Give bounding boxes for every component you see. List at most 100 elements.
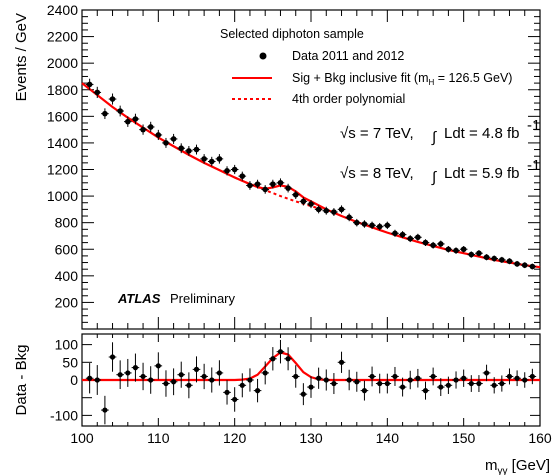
residual-point: [400, 384, 406, 390]
residual-point: [277, 349, 284, 355]
svg-text:∫: ∫: [431, 169, 438, 186]
x-tick-label: 160: [528, 430, 552, 446]
residual-point: [461, 375, 467, 381]
residual-point: [483, 370, 490, 376]
residual-point: [232, 396, 238, 403]
residual-point: [476, 380, 482, 387]
residual-point: [132, 365, 139, 371]
atlas-label: ATLAS: [117, 291, 161, 306]
data-point: [338, 206, 345, 213]
data-point: [285, 185, 291, 191]
data-point: [529, 263, 536, 270]
data-point: [476, 250, 482, 257]
residual-point: [430, 373, 436, 380]
main-y-tick-label: 1200: [47, 162, 78, 178]
main-ylabel: Events / GeV: [13, 13, 30, 101]
svg-text:∫: ∫: [431, 129, 438, 146]
legend-fit-label: Sig + Bkg inclusive fit (mH = 126.5 GeV): [292, 71, 512, 87]
legend-poly-label: 4th order polynomial: [292, 92, 405, 106]
data-point: [292, 191, 299, 198]
svg-text:-1: -1: [527, 157, 540, 174]
legend-data-label: Data 2011 and 2012: [292, 49, 404, 63]
data-point: [186, 148, 192, 154]
residual-point: [94, 377, 100, 383]
residual-point: [186, 382, 192, 388]
fit-poly-curve: [234, 176, 327, 212]
data-point: [163, 140, 169, 146]
svg-text:√s = 8 TeV,: √s = 8 TeV,: [340, 165, 414, 182]
main-y-tick-label: 2000: [47, 55, 78, 71]
main-y-tick-label: 200: [55, 294, 79, 310]
data-point: [102, 110, 108, 117]
legend-title: Selected diphoton sample: [220, 27, 364, 41]
residual-point: [193, 366, 200, 372]
data-point: [437, 241, 444, 247]
residual-point: [331, 380, 337, 387]
residual-point: [224, 389, 230, 395]
residual-point: [338, 359, 345, 365]
residual-point: [293, 373, 299, 380]
residual-point: [499, 380, 505, 387]
residual-point: [384, 380, 390, 387]
data-point: [270, 181, 276, 187]
residual-point: [270, 356, 276, 362]
data-point: [331, 209, 337, 215]
res-y-tick-label: 100: [55, 337, 79, 353]
residual-point: [491, 382, 497, 388]
residual-point: [254, 388, 261, 394]
data-point: [445, 246, 452, 253]
data-point: [247, 182, 253, 189]
data-point: [376, 223, 383, 230]
data-point: [453, 247, 459, 254]
residual-point: [354, 379, 360, 385]
lumi-annotation-1: √s = 7 TeV, ∫ Ldt = 4.8 fb -1: [340, 117, 540, 146]
residual-point: [308, 384, 314, 390]
data-point: [216, 156, 223, 162]
data-point: [262, 186, 269, 193]
x-axis-title: mγγ [GeV]: [485, 457, 550, 475]
main-y-tick-label: 1400: [47, 135, 78, 151]
residual-point: [346, 377, 352, 383]
data-point: [300, 198, 307, 205]
residual-point: [216, 370, 222, 376]
x-tick-label: 120: [223, 430, 247, 446]
residual-ylabel: Data - Bkg: [13, 345, 30, 416]
data-point: [399, 231, 406, 238]
data-point: [415, 234, 421, 241]
res-y-tick-label: -100: [50, 407, 78, 423]
data-point: [361, 221, 368, 227]
residual-point: [125, 370, 131, 376]
data-point: [430, 242, 436, 249]
residual-point: [377, 380, 383, 387]
data-point: [224, 168, 230, 174]
residual-point: [361, 388, 368, 394]
data-point: [109, 96, 116, 102]
data-point: [468, 251, 475, 258]
data-point: [499, 257, 505, 263]
main-y-tick-label: 400: [55, 268, 79, 284]
residual-point: [201, 373, 207, 380]
residual-point: [392, 373, 398, 380]
data-point: [491, 255, 498, 262]
data-point: [506, 258, 513, 265]
residual-point: [117, 372, 123, 378]
x-tick-label: 130: [299, 430, 323, 446]
svg-text:Ldt = 5.9 fb: Ldt = 5.9 fb: [444, 165, 519, 182]
data-point: [201, 156, 207, 162]
data-point: [239, 173, 246, 179]
data-point: [140, 126, 146, 133]
residual-point: [415, 375, 421, 381]
legend-data-marker: [259, 52, 267, 60]
residual-point: [407, 377, 413, 383]
residual-point: [239, 382, 245, 388]
lumi-annotation-2: √s = 8 TeV, ∫ Ldt = 5.9 fb -1: [340, 157, 540, 186]
data-point: [155, 132, 162, 138]
main-y-tick-label: 2200: [47, 29, 78, 45]
residual-point: [316, 375, 322, 381]
data-point: [254, 181, 261, 187]
residual-point: [140, 373, 146, 380]
data-point: [392, 230, 398, 237]
residual-point: [155, 363, 161, 369]
main-y-tick-label: 1000: [47, 188, 78, 204]
residual-point: [323, 377, 329, 383]
